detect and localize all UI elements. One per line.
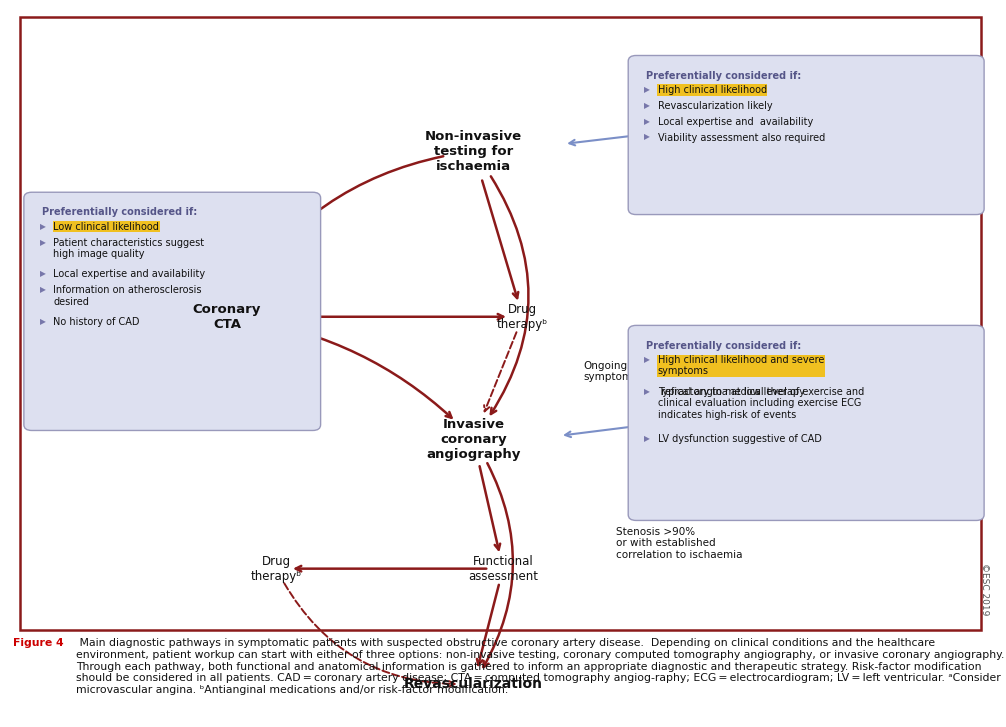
- Text: Invasive
coronary
angiography: Invasive coronary angiography: [427, 417, 521, 461]
- Text: ▶: ▶: [39, 269, 45, 278]
- Text: Information on atherosclerosis
desired: Information on atherosclerosis desired: [53, 285, 202, 307]
- Text: ▶: ▶: [644, 434, 650, 443]
- Text: Ongoing
symptomsᵃ: Ongoing symptomsᵃ: [583, 361, 643, 382]
- Text: High clinical likelihood and severe
symptoms: High clinical likelihood and severe symp…: [658, 355, 824, 377]
- Text: ▶: ▶: [644, 85, 650, 94]
- Text: ▶: ▶: [39, 238, 45, 246]
- Text: No history of CAD: No history of CAD: [53, 317, 140, 326]
- FancyBboxPatch shape: [24, 192, 321, 430]
- Text: Revascularization likely: Revascularization likely: [658, 101, 773, 111]
- Text: Main diagnostic pathways in symptomatic patients with suspected obstructive coro: Main diagnostic pathways in symptomatic …: [76, 638, 1005, 695]
- Text: refractory to medical therapy: refractory to medical therapy: [658, 387, 805, 396]
- Text: Local expertise and availability: Local expertise and availability: [53, 269, 205, 279]
- Text: Drug
therapyᵇ: Drug therapyᵇ: [497, 302, 548, 331]
- Text: ▶: ▶: [39, 222, 45, 230]
- FancyBboxPatch shape: [20, 17, 981, 630]
- Text: Patient characteristics suggest
high image quality: Patient characteristics suggest high ima…: [53, 238, 204, 260]
- Text: ▶: ▶: [644, 101, 650, 110]
- Text: Low clinical likelihood: Low clinical likelihood: [53, 222, 159, 232]
- FancyBboxPatch shape: [628, 326, 984, 521]
- Text: Non-invasive
testing for
ischaemia: Non-invasive testing for ischaemia: [425, 129, 522, 173]
- Text: Figure 4: Figure 4: [13, 638, 63, 648]
- Text: High clinical likelihood: High clinical likelihood: [658, 85, 767, 95]
- Text: Preferentially considered if:: Preferentially considered if:: [646, 340, 801, 350]
- Text: Drug
therapyᵇ: Drug therapyᵇ: [250, 555, 302, 582]
- Text: LV dysfunction suggestive of CAD: LV dysfunction suggestive of CAD: [658, 434, 822, 444]
- Text: ▶: ▶: [644, 132, 650, 142]
- Text: Typical angina at low level of exercise and
clinical evaluation including exerci: Typical angina at low level of exercise …: [658, 387, 864, 419]
- Text: Coronary
CTA: Coronary CTA: [193, 302, 262, 331]
- FancyBboxPatch shape: [628, 55, 984, 214]
- Text: ▶: ▶: [644, 387, 650, 395]
- Text: ©ESC 2019: ©ESC 2019: [980, 563, 989, 616]
- Text: Functional
assessment: Functional assessment: [468, 555, 538, 582]
- Text: Viability assessment also required: Viability assessment also required: [658, 132, 825, 142]
- Text: ▶: ▶: [39, 285, 45, 294]
- Text: Local expertise and  availability: Local expertise and availability: [658, 116, 813, 126]
- Text: Revascularization: Revascularization: [404, 677, 543, 691]
- Text: Preferentially considered if:: Preferentially considered if:: [646, 71, 801, 81]
- Text: Stenosis >90%
or with established
correlation to ischaemia: Stenosis >90% or with established correl…: [617, 527, 742, 560]
- Text: ▶: ▶: [39, 317, 45, 326]
- Text: ▶: ▶: [644, 355, 650, 364]
- Text: Preferentially considered if:: Preferentially considered if:: [41, 207, 197, 217]
- Text: ▶: ▶: [644, 116, 650, 126]
